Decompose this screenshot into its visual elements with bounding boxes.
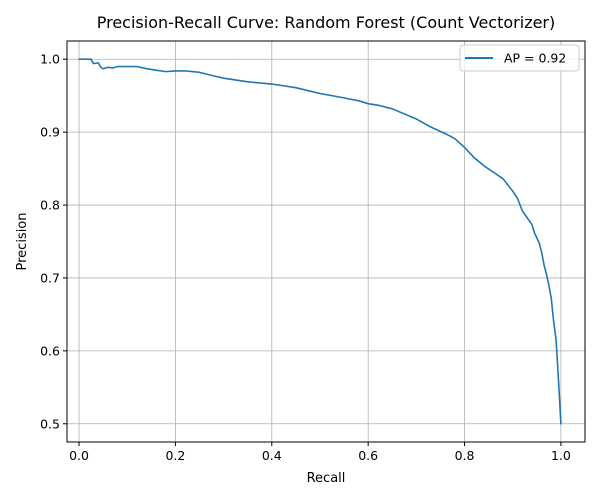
x-axis-label: Recall [307, 471, 346, 486]
y-tick-label: 0.8 [40, 198, 60, 213]
x-tick-label: 1.0 [551, 448, 571, 463]
legend-entry-label: AP = 0.92 [504, 51, 566, 66]
y-tick-label: 1.0 [40, 52, 60, 67]
y-axis-label: Precision [15, 212, 30, 270]
y-tick-label: 0.9 [40, 125, 60, 140]
y-tick-label: 0.5 [40, 416, 60, 431]
x-tick-label: 0.0 [69, 448, 89, 463]
x-axis-ticks: 0.0 0.2 0.4 0.6 0.8 1.0 [69, 442, 571, 463]
chart-title: Precision-Recall Curve: Random Forest (C… [97, 13, 556, 32]
x-tick-label: 0.2 [165, 448, 185, 463]
grid-lines [67, 41, 585, 442]
y-tick-label: 0.7 [40, 270, 60, 285]
y-tick-label: 0.6 [40, 343, 60, 358]
plot-frame [66, 40, 586, 443]
x-tick-label: 0.4 [262, 448, 282, 463]
legend: AP = 0.92 [459, 44, 580, 72]
x-tick-label: 0.6 [358, 448, 378, 463]
y-axis-ticks: 0.5 0.6 0.7 0.8 0.9 1.0 [40, 52, 67, 431]
x-tick-label: 0.8 [455, 448, 475, 463]
series-line-0 [78, 58, 562, 425]
series-layer [78, 58, 562, 425]
legend-box [459, 44, 580, 72]
